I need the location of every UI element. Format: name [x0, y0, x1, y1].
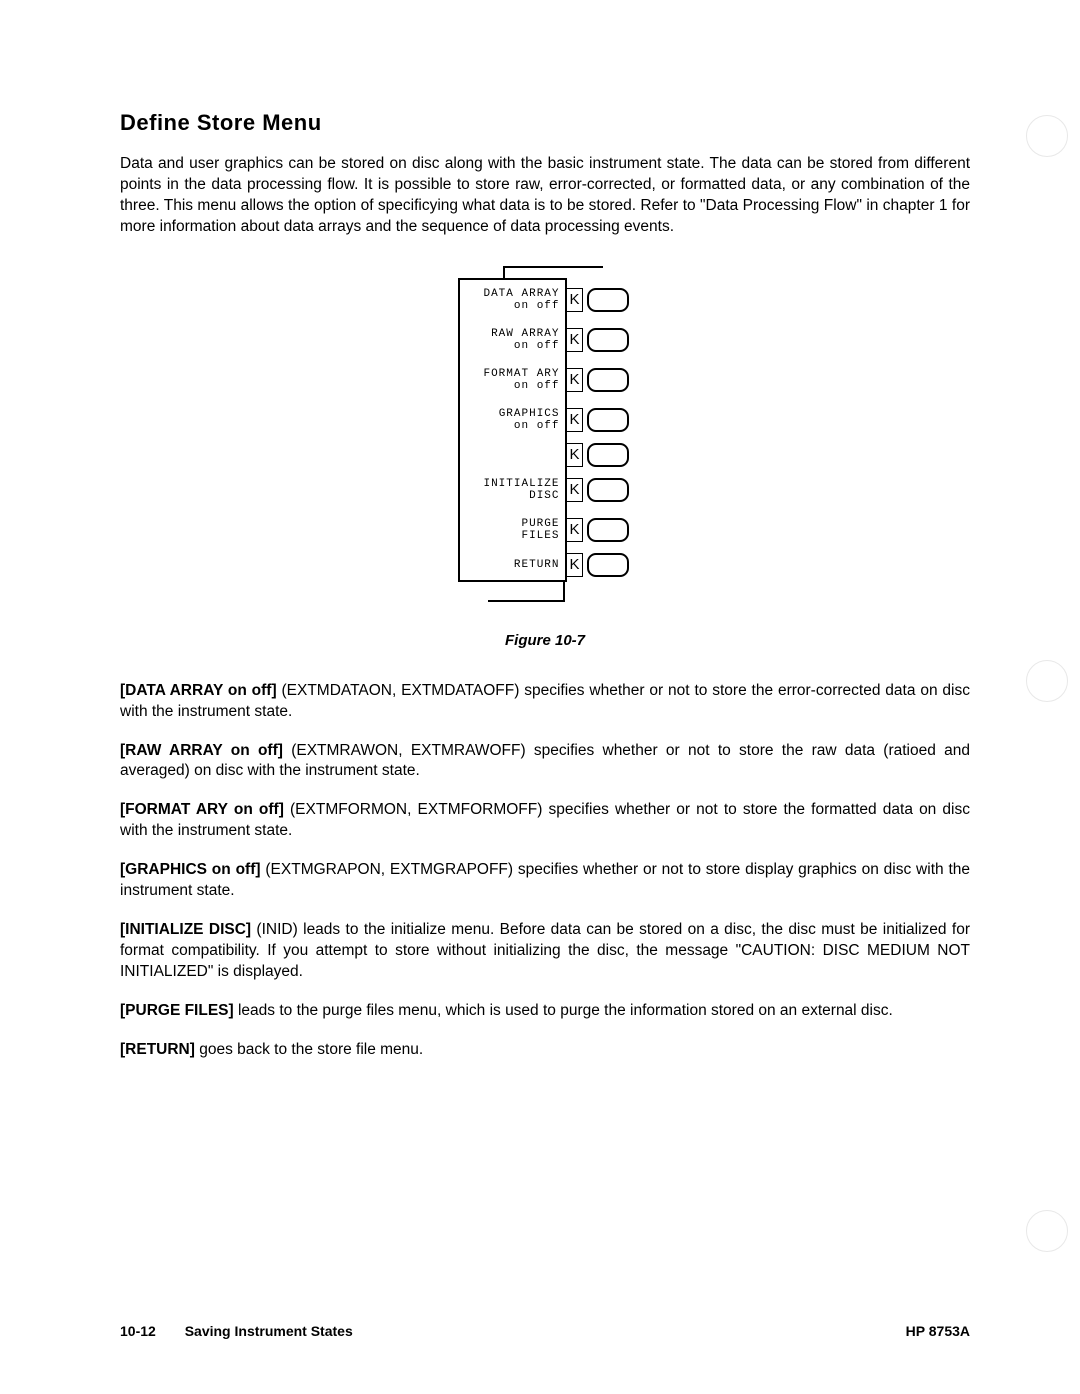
- menu-sublabel: FILES: [521, 530, 559, 542]
- menu-item-format-ary: FORMAT ARY on off K: [460, 360, 565, 400]
- hole-punch-mark: [1026, 1210, 1068, 1252]
- figure-container: DATA ARRAY on off K RAW ARRAY on off K: [120, 266, 970, 602]
- menu-sublabel: on off: [514, 380, 560, 392]
- definition-term: [PURGE FILES]: [120, 1002, 234, 1019]
- softkey-indicator: K: [567, 443, 629, 467]
- page-number: 10-12: [120, 1323, 156, 1339]
- softkey-indicator: K: [567, 288, 629, 312]
- menu-sublabel: on off: [514, 300, 560, 312]
- menu-label: DATA ARRAY: [483, 288, 559, 300]
- hardkey-icon: [587, 518, 629, 542]
- k-marker: K: [567, 553, 583, 577]
- definition-format-ary: [FORMAT ARY on off] (EXTMFORMON, EXTMFOR…: [120, 800, 970, 842]
- section-title: Define Store Menu: [120, 110, 970, 136]
- menu-sublabel: DISC: [529, 490, 559, 502]
- softkey-indicator: K: [567, 328, 629, 352]
- menu-body: DATA ARRAY on off K RAW ARRAY on off K: [458, 278, 567, 582]
- softkey-indicator: K: [567, 478, 629, 502]
- definition-term: [RETURN]: [120, 1041, 195, 1058]
- definition-data-array: [DATA ARRAY on off] (EXTMDATAON, EXTMDAT…: [120, 681, 970, 723]
- diagram-bottom-line: [488, 582, 565, 602]
- menu-label: PURGE: [521, 518, 559, 530]
- menu-item-raw-array: RAW ARRAY on off K: [460, 320, 565, 360]
- intro-paragraph: Data and user graphics can be stored on …: [120, 154, 970, 238]
- definition-term: [FORMAT ARY on off]: [120, 801, 284, 818]
- diagram-top-line: [503, 266, 603, 268]
- hardkey-icon: [587, 408, 629, 432]
- menu-item-data-array: DATA ARRAY on off K: [460, 280, 565, 320]
- hardkey-icon: [587, 328, 629, 352]
- definition-term: [GRAPHICS on off]: [120, 861, 261, 878]
- definition-text: goes back to the store file menu.: [195, 1041, 423, 1058]
- k-marker: K: [567, 478, 583, 502]
- diagram-stub: [503, 268, 505, 278]
- definition-term: [DATA ARRAY on off]: [120, 682, 277, 699]
- figure-caption: Figure 10-7: [120, 632, 970, 649]
- definition-initialize-disc: [INITIALIZE DISC] (INID) leads to the in…: [120, 920, 970, 983]
- document-page: Define Store Menu Data and user graphics…: [0, 0, 1080, 1394]
- softkey-indicator: K: [567, 553, 629, 577]
- definition-text: leads to the purge files menu, which is …: [234, 1002, 893, 1019]
- definition-return: [RETURN] goes back to the store file men…: [120, 1040, 970, 1061]
- menu-item-empty: K: [460, 440, 565, 470]
- hole-punch-mark: [1026, 660, 1068, 702]
- menu-sublabel: on off: [514, 420, 560, 432]
- section-name: Saving Instrument States: [185, 1323, 353, 1339]
- hardkey-icon: [587, 553, 629, 577]
- menu-label: RETURN: [514, 559, 560, 571]
- k-marker: K: [567, 443, 583, 467]
- definition-graphics: [GRAPHICS on off] (EXTMGRAPON, EXTMGRAPO…: [120, 860, 970, 902]
- k-marker: K: [567, 328, 583, 352]
- model-number: HP 8753A: [906, 1323, 970, 1339]
- definition-raw-array: [RAW ARRAY on off] (EXTMRAWON, EXTMRAWOF…: [120, 741, 970, 783]
- menu-label: GRAPHICS: [499, 408, 560, 420]
- menu-item-graphics: GRAPHICS on off K: [460, 400, 565, 440]
- menu-label: INITIALIZE: [483, 478, 559, 490]
- menu-label: FORMAT ARY: [483, 368, 559, 380]
- hardkey-icon: [587, 443, 629, 467]
- footer-left: 10-12 Saving Instrument States: [120, 1323, 353, 1339]
- hardkey-icon: [587, 288, 629, 312]
- k-marker: K: [567, 288, 583, 312]
- k-marker: K: [567, 368, 583, 392]
- definition-term: [INITIALIZE DISC]: [120, 921, 251, 938]
- definition-term: [RAW ARRAY on off]: [120, 742, 283, 759]
- softkey-indicator: K: [567, 408, 629, 432]
- softkey-indicator: K: [567, 518, 629, 542]
- definition-purge-files: [PURGE FILES] leads to the purge files m…: [120, 1001, 970, 1022]
- k-marker: K: [567, 408, 583, 432]
- hole-punch-mark: [1026, 115, 1068, 157]
- menu-item-return: RETURN K: [460, 550, 565, 580]
- menu-item-initialize-disc: INITIALIZE DISC K: [460, 470, 565, 510]
- page-footer: 10-12 Saving Instrument States HP 8753A: [120, 1323, 970, 1339]
- menu-sublabel: on off: [514, 340, 560, 352]
- menu-item-purge-files: PURGE FILES K: [460, 510, 565, 550]
- softkey-menu-diagram: DATA ARRAY on off K RAW ARRAY on off K: [458, 266, 633, 602]
- menu-label: RAW ARRAY: [491, 328, 559, 340]
- hardkey-icon: [587, 368, 629, 392]
- k-marker: K: [567, 518, 583, 542]
- softkey-indicator: K: [567, 368, 629, 392]
- hardkey-icon: [587, 478, 629, 502]
